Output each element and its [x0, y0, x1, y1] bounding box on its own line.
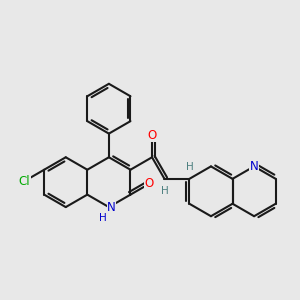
Text: O: O	[147, 129, 157, 142]
Text: N: N	[107, 201, 116, 214]
Text: H: H	[99, 213, 107, 223]
Text: N: N	[250, 160, 259, 173]
Text: H: H	[160, 186, 168, 196]
Text: O: O	[145, 177, 154, 190]
Text: H: H	[185, 162, 193, 172]
Text: Cl: Cl	[19, 175, 30, 188]
